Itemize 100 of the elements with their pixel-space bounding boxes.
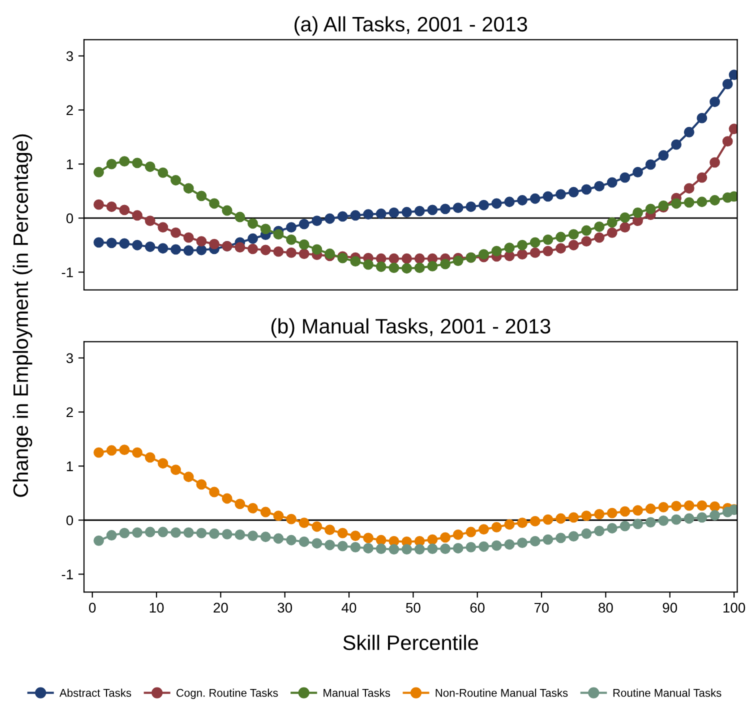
point	[298, 536, 310, 547]
point	[158, 526, 168, 538]
point	[645, 517, 656, 528]
point	[632, 166, 643, 178]
point	[414, 206, 425, 216]
x-tick-label: 70	[534, 602, 549, 613]
point	[671, 139, 682, 150]
point	[606, 177, 618, 188]
point	[440, 544, 450, 554]
point	[234, 530, 246, 540]
point	[568, 240, 579, 250]
point	[350, 256, 361, 267]
point	[363, 209, 374, 220]
point	[594, 222, 604, 232]
point	[710, 195, 720, 206]
y-axis-title: Change in Employment (in Percentage)	[12, 134, 32, 497]
point	[209, 238, 220, 250]
point	[402, 206, 412, 218]
point	[324, 248, 335, 259]
point	[209, 486, 220, 498]
point	[286, 247, 296, 258]
point	[568, 186, 579, 198]
x-tick-label: 100	[724, 602, 746, 613]
point	[606, 508, 618, 518]
point	[248, 218, 258, 229]
point	[427, 534, 438, 545]
point	[222, 493, 232, 504]
point	[402, 263, 412, 274]
point	[132, 240, 142, 250]
point	[144, 242, 156, 252]
point	[324, 213, 335, 224]
point	[671, 514, 682, 525]
point	[337, 528, 348, 538]
point	[286, 234, 296, 245]
point	[504, 242, 515, 254]
point	[144, 216, 156, 226]
point	[234, 498, 246, 510]
point	[170, 527, 181, 538]
point	[466, 202, 476, 212]
point	[119, 204, 130, 216]
point	[517, 249, 528, 260]
x-tick-label: 60	[470, 602, 485, 613]
point	[286, 222, 296, 232]
y-tick-label: -1	[62, 268, 73, 278]
point	[556, 243, 566, 254]
point	[158, 222, 168, 232]
point	[260, 244, 271, 256]
point	[273, 510, 284, 522]
point	[196, 244, 207, 256]
point	[196, 190, 207, 202]
x-axis-title: Skill Percentile	[343, 634, 478, 650]
point	[542, 534, 554, 545]
point	[427, 260, 438, 272]
point	[530, 247, 540, 258]
point	[209, 528, 220, 539]
point	[452, 202, 464, 214]
point	[376, 534, 386, 546]
point	[671, 500, 682, 512]
point	[504, 196, 515, 208]
point	[696, 500, 708, 511]
point	[542, 191, 554, 202]
point	[568, 512, 579, 523]
point	[478, 249, 489, 260]
y-tick-label: 3	[66, 51, 73, 62]
point	[645, 504, 656, 514]
point	[260, 532, 271, 542]
point	[260, 224, 271, 234]
point	[170, 244, 181, 255]
point	[350, 542, 361, 552]
point	[94, 237, 104, 248]
point	[645, 159, 656, 170]
point	[696, 112, 708, 124]
legend-label: Non-Routine Manual Tasks	[436, 688, 568, 697]
point	[119, 528, 130, 538]
point	[273, 229, 284, 240]
point	[234, 212, 246, 222]
x-tick-label: 20	[214, 602, 228, 613]
point	[440, 532, 450, 543]
point	[606, 227, 618, 238]
point	[132, 210, 142, 221]
point	[530, 516, 540, 526]
point	[248, 233, 258, 244]
point	[684, 183, 694, 194]
point	[632, 505, 643, 516]
x-tick-label: 0	[89, 602, 96, 613]
point	[312, 216, 322, 226]
point	[722, 78, 733, 90]
point	[504, 519, 515, 530]
point	[363, 532, 374, 544]
point	[620, 520, 630, 532]
legend-label: Routine Manual Tasks	[613, 688, 722, 697]
point	[414, 253, 425, 264]
point	[196, 479, 207, 490]
point	[298, 218, 310, 230]
point	[337, 211, 348, 222]
point	[106, 202, 117, 212]
chart-title: (b) Manual Tasks, 2001 - 2013	[271, 318, 550, 338]
point	[517, 538, 528, 548]
point	[312, 521, 322, 532]
point	[158, 243, 168, 254]
